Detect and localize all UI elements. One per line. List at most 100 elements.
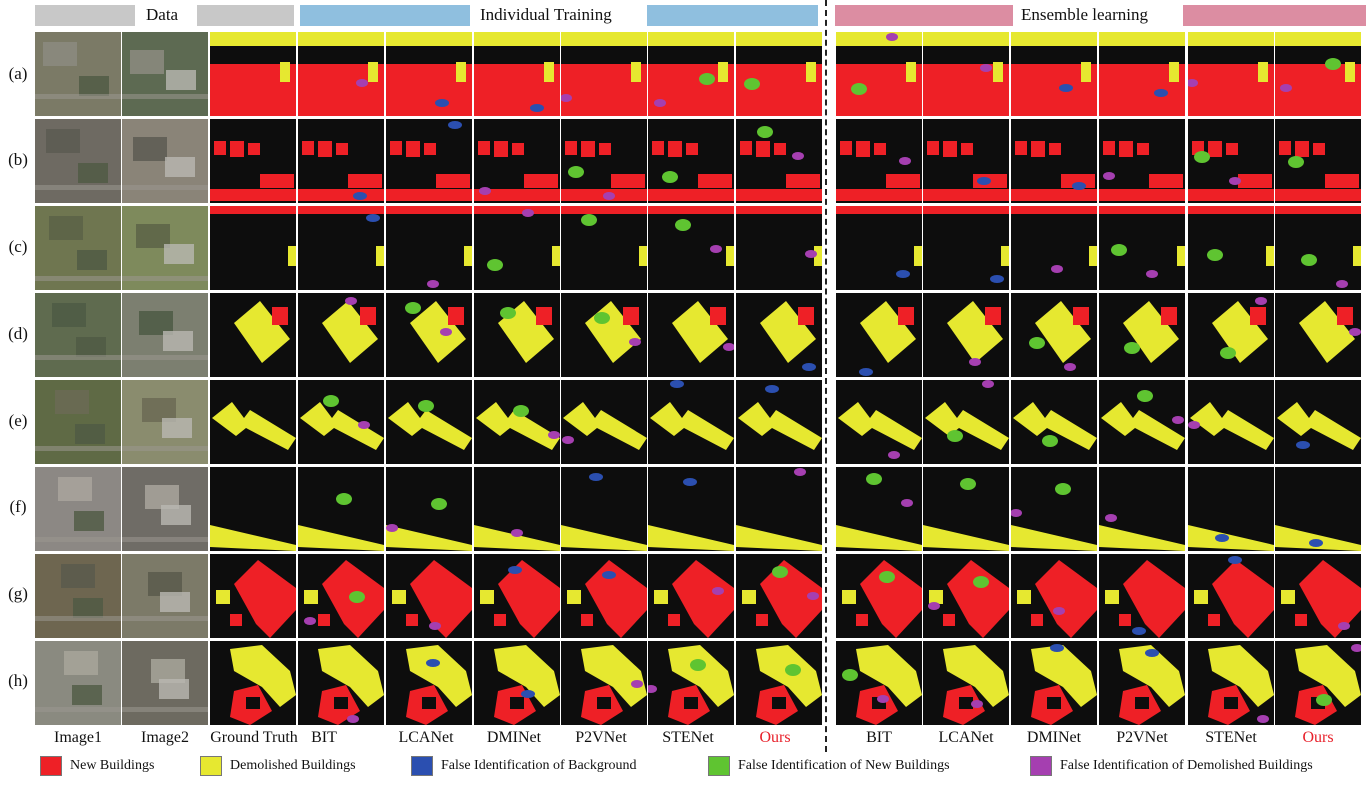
cell-f-ind-p2vnet [561, 467, 647, 551]
cell-f-ind-bit [298, 467, 384, 551]
cell-c-ind-bit [298, 206, 384, 290]
cell-d-ens-lcanet [923, 293, 1009, 377]
row-label-a: (a) [8, 64, 28, 83]
col-label-ind-p2vnet: P2VNet [575, 729, 627, 746]
legend-label-new: New Buildings [70, 758, 155, 773]
ensemble-header-bar-left [835, 5, 1013, 26]
col-label-ind-dminet: DMINet [486, 729, 542, 746]
cell-b-image2 [122, 119, 208, 203]
cell-e-ens-stenet [1188, 380, 1274, 464]
cell-d-ens-p2vnet [1099, 293, 1185, 377]
cell-b-ind-dminet [474, 119, 560, 203]
cell-g-ens-ours [1275, 554, 1361, 638]
cell-h-ground-truth [210, 641, 296, 725]
cell-c-ens-bit [836, 206, 922, 290]
cell-f-ind-lcanet [386, 467, 472, 551]
cell-h-ens-ours [1275, 641, 1361, 725]
cell-h-image2 [122, 641, 208, 725]
row-label-f: (f) [9, 497, 27, 516]
cell-b-ens-stenet [1188, 119, 1274, 203]
ensemble-learning-label: Ensemble learning [1021, 5, 1148, 24]
cell-g-ind-stenet [648, 554, 734, 638]
cell-a-ind-p2vnet [561, 32, 647, 116]
cell-f-ens-ours [1275, 467, 1361, 551]
legend-swatch-false-new [708, 756, 730, 776]
cell-h-ind-bit [298, 641, 384, 725]
cell-b-ind-p2vnet [561, 119, 647, 203]
cell-h-ind-stenet [648, 641, 734, 725]
cell-c-ind-lcanet [386, 206, 472, 290]
cell-g-image1 [35, 554, 121, 638]
cell-b-ground-truth [210, 119, 296, 203]
col-label-ind-ours: Ours [759, 729, 791, 746]
cell-f-ens-stenet [1188, 467, 1274, 551]
legend-swatch-false-demolished [1030, 756, 1052, 776]
cell-e-ind-dminet [474, 380, 560, 464]
cell-e-ens-dminet [1011, 380, 1097, 464]
cell-f-ens-p2vnet [1099, 467, 1185, 551]
cell-a-ind-dminet [474, 32, 560, 116]
cell-a-ens-stenet [1188, 32, 1274, 116]
cell-a-ind-lcanet [386, 32, 472, 116]
legend-swatch-demolished [200, 756, 222, 776]
cell-g-ind-bit [298, 554, 384, 638]
cell-e-ind-p2vnet [561, 380, 647, 464]
cell-e-image1 [35, 380, 121, 464]
cell-c-ens-dminet [1011, 206, 1097, 290]
cell-c-ind-p2vnet [561, 206, 647, 290]
cell-g-image2 [122, 554, 208, 638]
cell-d-ind-lcanet [386, 293, 472, 377]
col-label-image1: Image1 [54, 729, 102, 746]
cell-d-ens-dminet [1011, 293, 1097, 377]
cell-h-ens-lcanet [923, 641, 1009, 725]
cell-d-ind-bit [298, 293, 384, 377]
cell-c-ind-stenet [648, 206, 734, 290]
cell-e-ind-bit [298, 380, 384, 464]
cell-f-image1 [35, 467, 121, 551]
cell-b-ens-ours [1275, 119, 1361, 203]
cell-a-ground-truth [210, 32, 296, 116]
cell-d-image1 [35, 293, 121, 377]
cell-c-ground-truth [210, 206, 296, 290]
legend-false-background: False Identification of Background [411, 754, 637, 778]
cell-f-ground-truth [210, 467, 296, 551]
cell-g-ind-lcanet [386, 554, 472, 638]
ensemble-header-bar-right [1183, 5, 1366, 26]
cell-a-ens-ours [1275, 32, 1361, 116]
legend-label-false-new: False Identification of New Buildings [738, 758, 950, 773]
cell-e-ind-lcanet [386, 380, 472, 464]
cell-f-ens-dminet [1011, 467, 1097, 551]
data-header-label: Data [146, 5, 179, 24]
cell-h-ens-p2vnet [1099, 641, 1185, 725]
cell-a-ind-stenet [648, 32, 734, 116]
cell-g-ind-dminet [474, 554, 560, 638]
legend-demolished-buildings: Demolished Buildings [200, 754, 356, 778]
cell-h-image1 [35, 641, 121, 725]
cell-h-ind-lcanet [386, 641, 472, 725]
cell-f-ens-lcanet [923, 467, 1009, 551]
row-label-h: (h) [8, 671, 28, 690]
col-label-ens-p2vnet: P2VNet [1116, 729, 1168, 746]
cell-g-ind-ours [736, 554, 822, 638]
cell-d-ind-p2vnet [561, 293, 647, 377]
legend-false-new: False Identification of New Buildings [708, 754, 950, 778]
cell-e-ens-ours [1275, 380, 1361, 464]
cell-b-ens-bit [836, 119, 922, 203]
cell-e-ind-ours [736, 380, 822, 464]
row-label-e: (e) [8, 411, 28, 430]
cell-d-image2 [122, 293, 208, 377]
cell-b-image1 [35, 119, 121, 203]
cell-a-image2 [122, 32, 208, 116]
cell-a-ens-p2vnet [1099, 32, 1185, 116]
section-divider [825, 0, 827, 752]
row-label-c: (c) [8, 237, 28, 256]
cell-c-ind-dminet [474, 206, 560, 290]
legend-swatch-false-background [411, 756, 433, 776]
cell-d-ens-stenet [1188, 293, 1274, 377]
cell-e-ens-p2vnet [1099, 380, 1185, 464]
cell-c-ens-lcanet [923, 206, 1009, 290]
cell-g-ens-dminet [1011, 554, 1097, 638]
cell-h-ens-bit [836, 641, 922, 725]
cell-e-ens-lcanet [923, 380, 1009, 464]
cell-c-ens-ours [1275, 206, 1361, 290]
